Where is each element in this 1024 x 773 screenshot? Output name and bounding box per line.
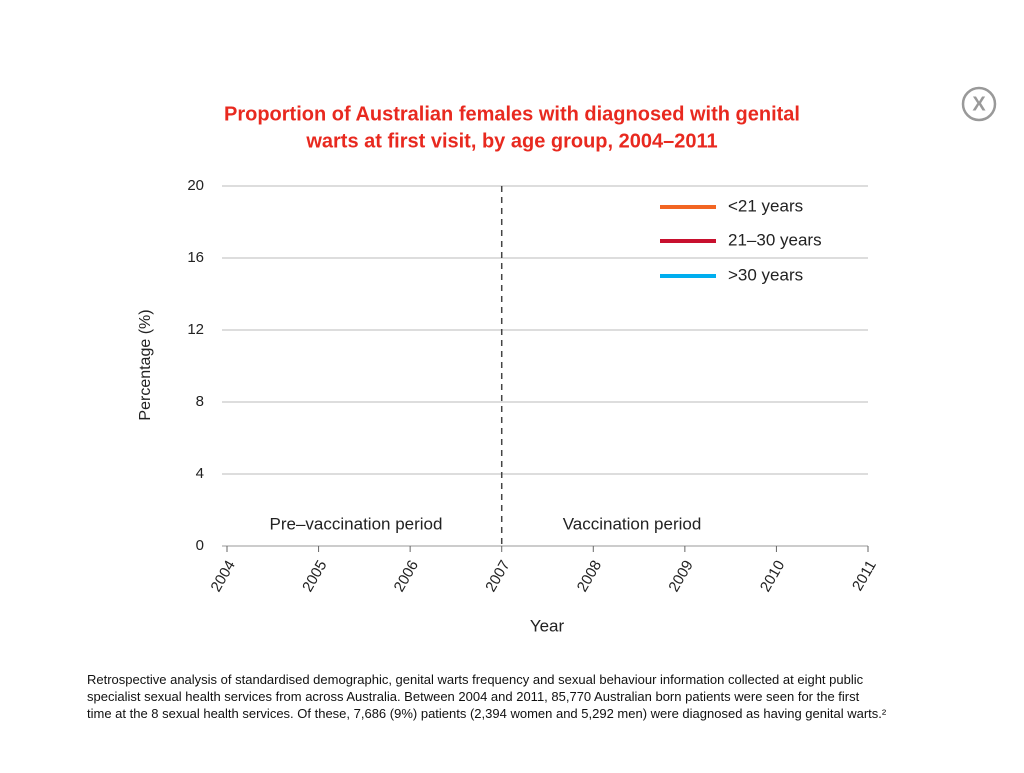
x-tick-label: 2005 bbox=[299, 557, 330, 594]
annotation: Vaccination period bbox=[563, 514, 702, 533]
y-tick-label: 0 bbox=[196, 537, 204, 554]
footnote: time at the 8 sexual health services. Of… bbox=[87, 706, 887, 721]
close-circle[interactable] bbox=[961, 86, 997, 122]
x-tick-label: 2006 bbox=[391, 557, 422, 594]
footnote: Retrospective analysis of standardised d… bbox=[87, 672, 864, 687]
annotation: Pre–vaccination period bbox=[270, 514, 443, 533]
x-tick-label: 2007 bbox=[482, 557, 513, 594]
footnote: specialist sexual health services from a… bbox=[87, 689, 860, 704]
y-axis-label: Percentage (%) bbox=[137, 309, 154, 420]
x-tick-label: 2008 bbox=[574, 557, 605, 594]
x-tick-label: 2011 bbox=[849, 557, 880, 593]
close-icon[interactable]: X bbox=[972, 93, 986, 115]
legend-label: 21–30 years bbox=[728, 230, 822, 249]
legend-label: <21 years bbox=[728, 196, 803, 215]
x-tick-label: 2009 bbox=[665, 557, 696, 594]
chart-title: warts at first visit, by age group, 2004… bbox=[305, 130, 717, 152]
y-tick-label: 20 bbox=[187, 177, 204, 194]
x-tick-label: 2004 bbox=[207, 557, 238, 594]
y-tick-label: 12 bbox=[187, 321, 204, 338]
legend-label: >30 years bbox=[728, 265, 803, 284]
y-tick-label: 8 bbox=[196, 393, 204, 410]
y-tick-label: 16 bbox=[187, 249, 204, 266]
y-tick-label: 4 bbox=[196, 465, 204, 482]
x-axis-label: Year bbox=[530, 616, 565, 635]
x-tick-label: 2010 bbox=[757, 557, 788, 594]
close-button[interactable]: X bbox=[961, 86, 997, 122]
chart-title: Proportion of Australian females with di… bbox=[224, 103, 800, 125]
